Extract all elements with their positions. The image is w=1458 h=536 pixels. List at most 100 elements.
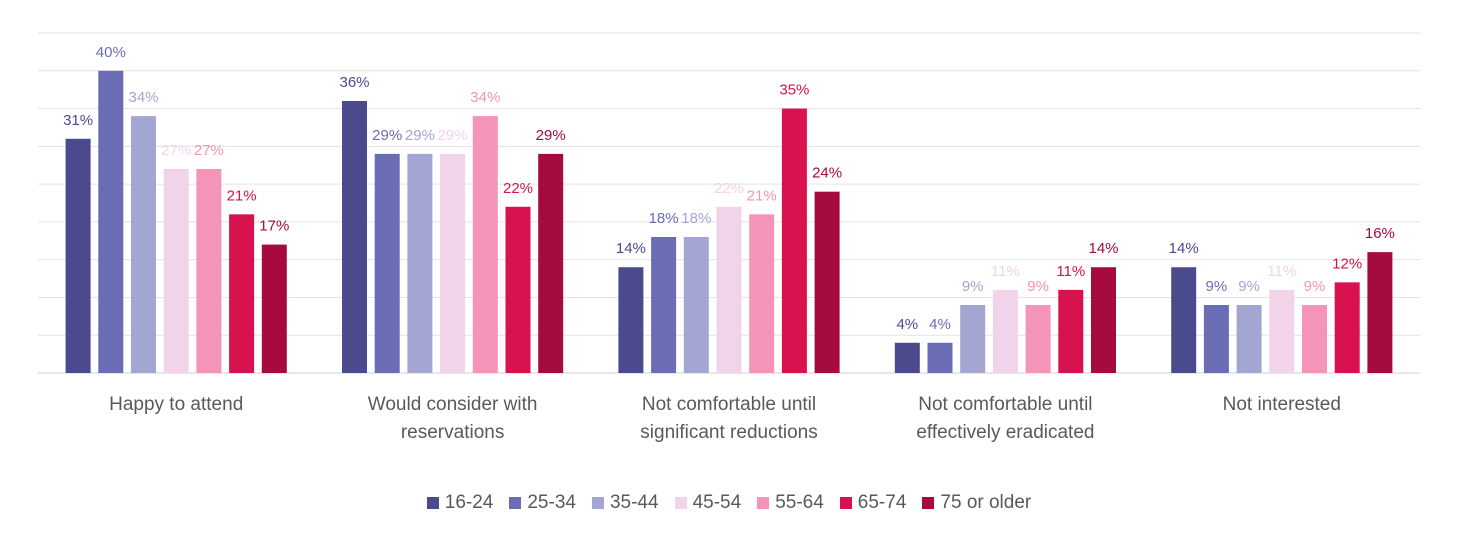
data-label: 22% [503,180,533,197]
data-label: 11% [991,263,1020,280]
bar-16-24 [618,267,644,373]
data-label: 11% [1056,263,1085,280]
bar-25-34 [374,153,400,373]
data-label: 14% [1088,240,1118,257]
data-label: 29% [536,127,566,144]
chart-plot: 31%40%34%27% 27%21%17%36%29% 29% 29%34%22%2… [38,32,1420,443]
data-label: 14% [1169,240,1199,257]
bar-55-64 [749,214,775,373]
data-label: 21% [747,187,777,204]
bar-65-74 [1334,282,1360,373]
legend-label: 16-24 [444,492,494,513]
bar-55-64 [1025,305,1051,373]
bar-16-24 [342,101,367,373]
data-label: 40% [96,44,126,61]
legend-label: 55-64 [775,492,824,513]
legend-item: 35-44 [591,492,659,514]
bar-55-64 [1302,305,1327,373]
bar-65-74 [781,108,807,374]
category-label: reservations [401,422,505,443]
data-label: 27% [161,142,191,159]
category-labels: Happy to attend Would consider with reserv… [109,394,1341,443]
legend-item: 16-24 [426,492,494,514]
legend-swatch [839,497,852,509]
data-label: 9% [962,278,984,295]
legend-label: 35-44 [609,492,659,513]
bar-65-74 [229,214,255,373]
data-label: 18% [649,210,679,227]
data-label: 4% [929,316,951,333]
legend-swatch [591,497,604,509]
legend-swatch [674,497,687,509]
bar-35-44 [407,153,433,373]
category-label: effectively eradicated [916,422,1094,443]
data-label: 21% [227,187,257,204]
data-label: 29% [372,127,402,144]
category-label: Not comfortable until [918,394,1092,415]
bar-55-64 [196,169,222,373]
data-label: 16% [1365,225,1395,242]
bar-35-44 [683,237,709,373]
bar-75-or-older [814,191,840,373]
bar-35-44 [1236,305,1262,373]
category-label: significant reductions [640,422,817,443]
bars [65,70,1393,374]
bar-45-54 [716,206,742,373]
data-label: 22% [714,180,744,197]
bar-16-24 [894,342,920,373]
bar-16-24 [1171,267,1197,373]
data-labels: 31%40%34%27% 27%21%17%36%29% 29% 29%34%22%2… [63,44,1395,333]
legend-swatch [426,497,439,509]
data-label: 14% [616,240,646,257]
legend-item: 45-54 [674,492,742,514]
bar-25-34 [651,237,677,373]
legend-item: 55-64 [757,492,824,514]
data-label: 29% [405,127,435,144]
bar-45-54 [440,153,466,373]
data-label: 34% [128,89,158,106]
legend-item: 65-74 [839,492,907,514]
bar-65-74 [1058,289,1084,373]
bar-35-44 [131,116,156,373]
legend-swatch [922,497,935,509]
bar-25-34 [1203,305,1229,373]
data-label: 24% [812,165,842,182]
data-label: 27% [194,142,224,159]
bar-16-24 [65,138,91,373]
bar-75-or-older [1091,267,1116,373]
data-label: 9% [1206,278,1228,295]
bar-75-or-older [538,153,564,373]
bar-45-54 [163,169,189,373]
legend-label: 45-54 [692,492,742,513]
bar-45-54 [1269,289,1295,373]
category-label: Would consider with [368,394,538,415]
bar-55-64 [472,116,498,373]
data-label: 17% [259,218,289,235]
data-label: 4% [896,316,918,333]
legend-item: 25-34 [509,492,576,514]
bar-65-74 [505,206,531,373]
data-label: 12% [1332,255,1362,272]
legend: 16-24 25-34 35-44 45-54 55-64 65-74 75 or olde… [0,488,1458,518]
legend-swatch [509,497,522,509]
data-label: 34% [470,89,500,106]
bar-75-or-older [1367,252,1393,373]
bar-35-44 [960,305,986,373]
data-label: 31% [63,112,93,129]
data-label: 9% [1304,278,1326,295]
legend-label: 65-74 [857,492,907,513]
data-label: 11% [1267,263,1296,280]
bar-25-34 [98,70,124,374]
legend-label: 25-34 [527,492,576,513]
legend-label: 75 or older [940,492,1032,513]
data-label: 18% [681,210,711,227]
data-label: 35% [779,82,809,99]
data-label: 36% [339,74,369,91]
category-label: Happy to attend [109,394,243,415]
bar-45-54 [992,289,1018,373]
category-label: Not interested [1223,394,1341,415]
data-label: 9% [1238,278,1260,295]
bar-75-or-older [261,244,287,373]
category-label: Not comfortable until [642,394,816,415]
